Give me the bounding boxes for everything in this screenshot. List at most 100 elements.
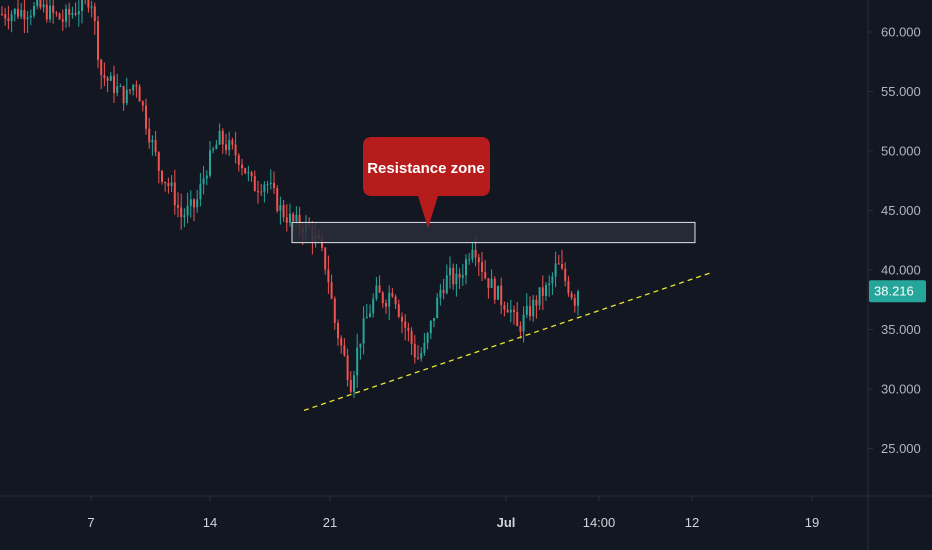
candle-body [135, 84, 138, 87]
candle-body [365, 316, 368, 319]
candle-body [471, 249, 474, 260]
candle-body [394, 296, 397, 305]
candle-body [362, 318, 365, 344]
candle-body [237, 155, 240, 165]
candle-body [122, 86, 125, 104]
candle-body [388, 292, 391, 307]
candle-body [372, 298, 375, 314]
candle-body [497, 285, 499, 300]
candle-body [29, 15, 32, 18]
axis-corner [869, 497, 932, 550]
candle-body [61, 19, 64, 22]
candle-body [554, 263, 557, 277]
candle-body [404, 321, 407, 328]
candle-body [33, 5, 35, 16]
candle-body [103, 74, 106, 78]
candle-body [442, 290, 445, 294]
candle-body [513, 309, 515, 313]
candle-body [525, 306, 528, 315]
callout-text: Resistance zone [367, 160, 485, 177]
candle-body [289, 213, 291, 223]
candle-body [410, 330, 413, 344]
candle-body [378, 285, 381, 293]
time-tick-label: Jul [497, 515, 516, 530]
candle-body [116, 86, 119, 94]
resistance-callout[interactable]: Resistance zone [363, 137, 490, 228]
candle-body [218, 130, 221, 145]
candle-body [113, 75, 115, 94]
candle-body [343, 345, 346, 356]
candle-body [321, 238, 323, 248]
price-axis[interactable]: 60.000 55.000 50.000 45.000 40.000 35.000 30.0… [868, 25, 921, 457]
candle-body [93, 6, 96, 22]
candle-body [183, 215, 186, 218]
candle-body [538, 287, 541, 306]
candle-body [68, 8, 71, 15]
candle-body [138, 86, 141, 102]
candle-body [4, 14, 7, 19]
candle-body [45, 4, 48, 20]
candle-body [346, 355, 349, 380]
price-tick-label: 30.000 [881, 382, 921, 397]
candle-body [199, 184, 202, 200]
candle-body [77, 11, 80, 15]
candle-body [276, 188, 279, 211]
candle-body [439, 290, 442, 298]
candle-body [167, 183, 170, 186]
candle-body [161, 170, 163, 182]
candle-body [273, 182, 275, 189]
resistance-zone[interactable] [291, 221, 696, 244]
candle-body [7, 18, 10, 22]
candle-body [474, 249, 477, 258]
candle-body [506, 309, 509, 313]
candle-body [570, 293, 573, 298]
candle-body [145, 105, 147, 129]
candle-body [433, 317, 435, 321]
time-tick-label: 19 [805, 515, 819, 530]
candle-body [228, 140, 231, 151]
candle-body [129, 89, 131, 91]
candle-body [340, 338, 343, 346]
candle-body [417, 357, 419, 359]
candle-body [567, 280, 570, 294]
candle-body [100, 59, 103, 75]
candle-body [36, 0, 39, 6]
candle-body [177, 205, 179, 208]
candle-body [516, 312, 519, 327]
last-price-label: 38.216 [869, 280, 926, 303]
candle-body [375, 285, 378, 299]
candle-body [39, 0, 42, 8]
candle-body [330, 282, 333, 299]
candle-body [205, 175, 208, 179]
candle-body [452, 267, 455, 285]
candle-body [551, 276, 554, 284]
candle-body [215, 144, 218, 150]
candle-body [253, 176, 256, 192]
candle-body [529, 306, 531, 317]
candle-body [87, 0, 90, 8]
candle-body [244, 168, 247, 174]
price-tick-label: 45.000 [881, 203, 921, 218]
candle-body [26, 17, 29, 20]
candle-body [231, 140, 234, 145]
candle-body [170, 182, 173, 186]
candle-body [423, 342, 426, 354]
candle-body [356, 347, 359, 376]
candle-body [337, 322, 339, 339]
candle-body [109, 75, 112, 81]
time-tick-label: 7 [87, 515, 94, 530]
candle-body [65, 8, 67, 22]
candle-body [391, 292, 394, 297]
candle-body [180, 207, 183, 218]
candle-body [493, 278, 496, 300]
price-tick-label: 40.000 [881, 263, 921, 278]
candle-body [413, 343, 416, 358]
candle-body [445, 275, 448, 294]
candle-body [212, 149, 215, 151]
candle-body [17, 9, 19, 17]
candle-body [125, 89, 128, 104]
candle-body [250, 172, 253, 177]
price-tick-label: 50.000 [881, 144, 921, 159]
time-axis[interactable]: 7 14 21 Jul 14:00 12 19 [87, 496, 819, 530]
